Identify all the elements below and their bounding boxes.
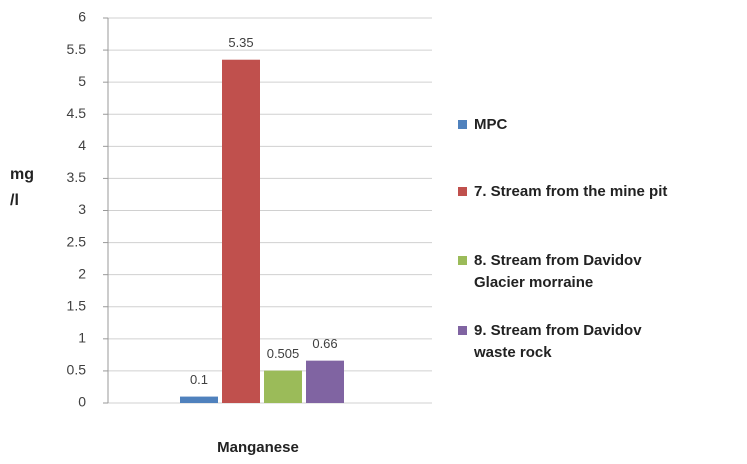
- legend-entry: MPC: [458, 114, 684, 136]
- y-tick-label: 3: [78, 201, 86, 217]
- y-axis-label: mg /l: [10, 166, 34, 209]
- x-category-label: Manganese: [217, 439, 299, 456]
- legend-swatch: [458, 120, 467, 129]
- bar: [264, 370, 302, 403]
- y-tick-label: 3.5: [67, 169, 87, 185]
- data-label: 0.505: [267, 346, 300, 361]
- legend-label: 8. Stream from Davidov Glacier morraine: [474, 252, 642, 291]
- y-tick-label: 1.5: [67, 297, 87, 313]
- data-label: 0.1: [190, 372, 208, 387]
- data-label: 5.35: [228, 35, 253, 50]
- y-tick-label: 2: [78, 265, 86, 281]
- bar: [180, 396, 218, 403]
- y-tick-label: 5.5: [67, 41, 87, 57]
- y-tick-label: 0: [78, 394, 86, 410]
- legend-swatch: [458, 187, 467, 196]
- legend-swatch: [458, 256, 467, 265]
- legend-label: 9. Stream from Davidov waste rock: [474, 322, 642, 361]
- y-tick-label: 2.5: [67, 233, 87, 249]
- legend-label: 7. Stream from the mine pit: [474, 183, 668, 200]
- y-tick-label: 0.5: [67, 362, 87, 378]
- legend-entry: 8. Stream from Davidov Glacier morraine: [458, 250, 684, 294]
- y-tick-label: 4: [78, 137, 86, 153]
- bar: [306, 360, 344, 403]
- legend-entry: 9. Stream from Davidov waste rock: [458, 320, 684, 364]
- y-tick-label: 1: [78, 330, 86, 346]
- y-tick-label: 6: [78, 9, 86, 25]
- y-tick-label: 5: [78, 73, 86, 89]
- y-tick-label: 4.5: [67, 105, 87, 121]
- legend-entry: 7. Stream from the mine pit: [458, 181, 684, 203]
- data-label: 0.66: [312, 336, 337, 351]
- legend-swatch: [458, 326, 467, 335]
- bar: [222, 59, 260, 403]
- legend-label: MPC: [474, 116, 508, 133]
